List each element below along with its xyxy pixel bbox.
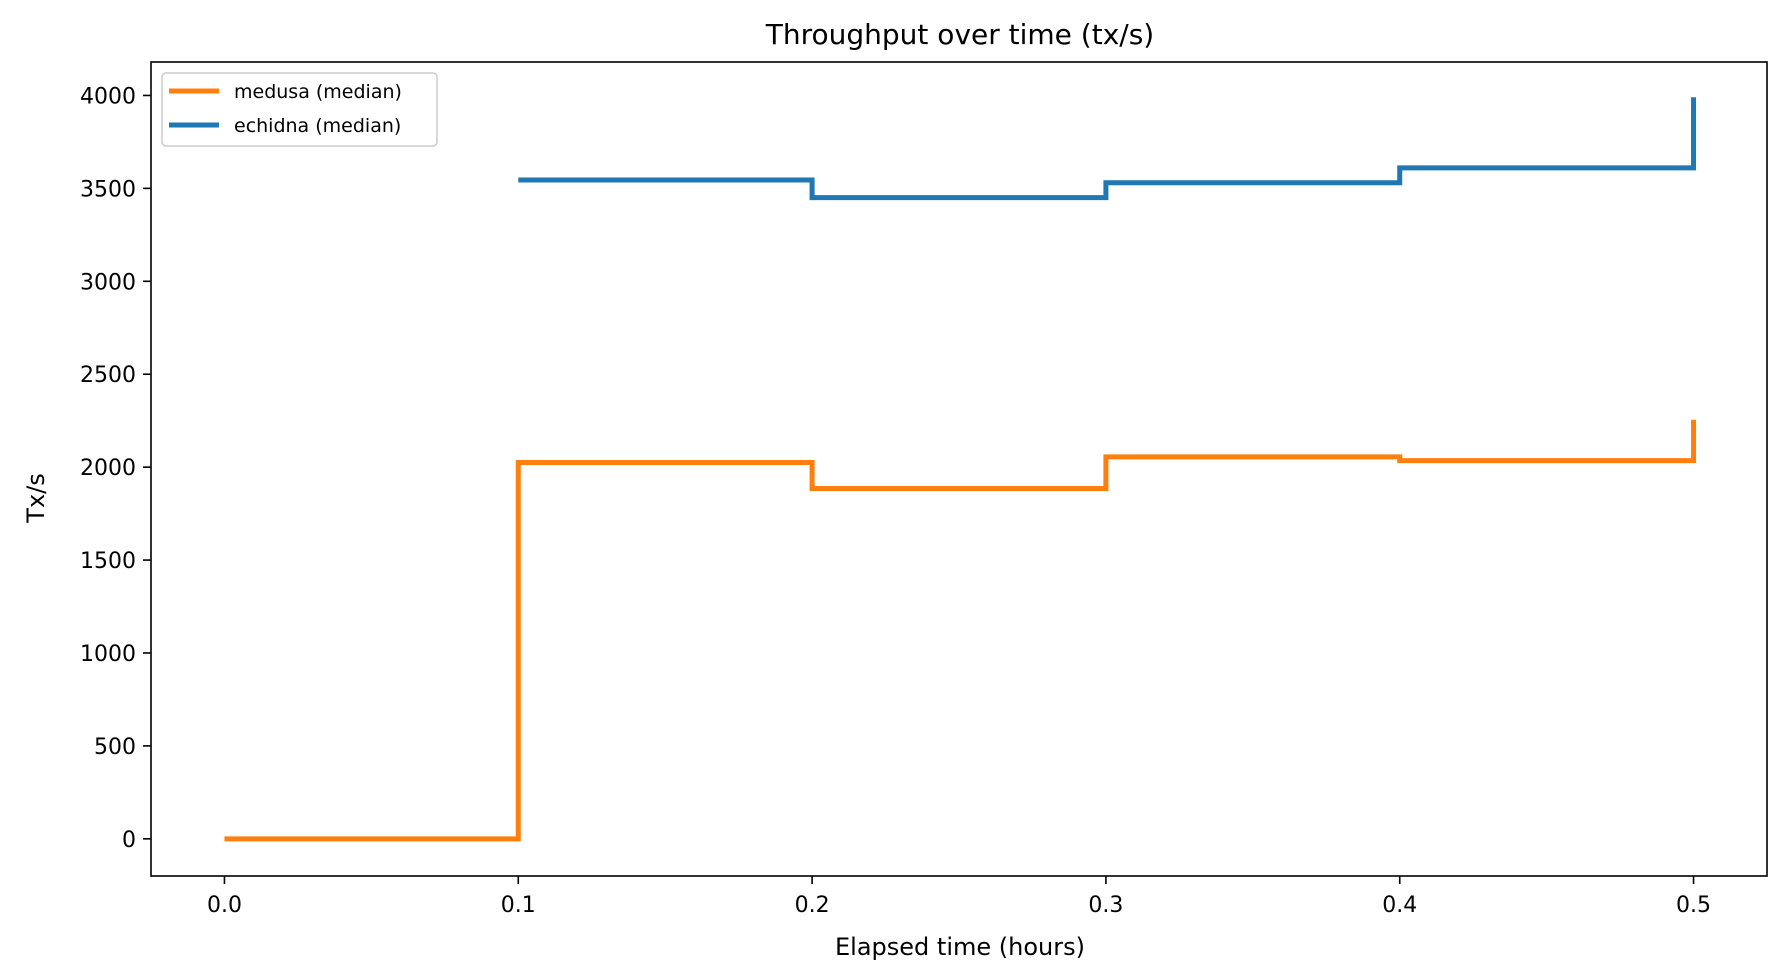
y-tick-label: 3500 <box>80 177 136 202</box>
y-tick-label: 2500 <box>80 363 136 388</box>
y-tick-label: 1500 <box>80 549 136 574</box>
y-axis-ticks: 0 500 1000 1500 2000 2500 3000 3500 4000 <box>80 84 151 853</box>
legend-entry: medusa (median) <box>234 81 402 103</box>
chart-title: Throughput over time (tx/s) <box>765 18 1154 51</box>
x-axis-label: Elapsed time (hours) <box>835 933 1085 961</box>
axes-frame <box>150 61 1768 877</box>
plot-area: 0.0 0.1 0.2 0.3 0.4 0.5 0 500 1000 1500 2000 2500 3… <box>80 61 1768 918</box>
y-tick-label: 3000 <box>80 270 136 295</box>
y-axis-label: Tx/s <box>22 473 50 523</box>
series-line-1 <box>518 97 1697 201</box>
legend: medusa (median) echidna (median) <box>161 72 438 147</box>
y-tick-label: 2000 <box>80 456 136 481</box>
y-tick-label: 500 <box>94 735 136 760</box>
y-tick-label: 0 <box>122 828 136 853</box>
x-tick-label: 0.3 <box>1088 893 1123 918</box>
series-layer <box>224 97 1697 842</box>
x-tick-label: 0.5 <box>1676 893 1711 918</box>
x-axis-ticks: 0.0 0.1 0.2 0.3 0.4 0.5 <box>207 876 1711 918</box>
x-tick-label: 0.0 <box>207 893 242 918</box>
y-tick-label: 4000 <box>80 84 136 109</box>
x-tick-label: 0.4 <box>1382 893 1417 918</box>
legend-box <box>161 72 438 147</box>
x-tick-label: 0.2 <box>795 893 830 918</box>
series-line-0 <box>224 419 1697 842</box>
y-tick-label: 1000 <box>80 642 136 667</box>
x-tick-label: 0.1 <box>501 893 536 918</box>
legend-entry: echidna (median) <box>234 115 401 137</box>
